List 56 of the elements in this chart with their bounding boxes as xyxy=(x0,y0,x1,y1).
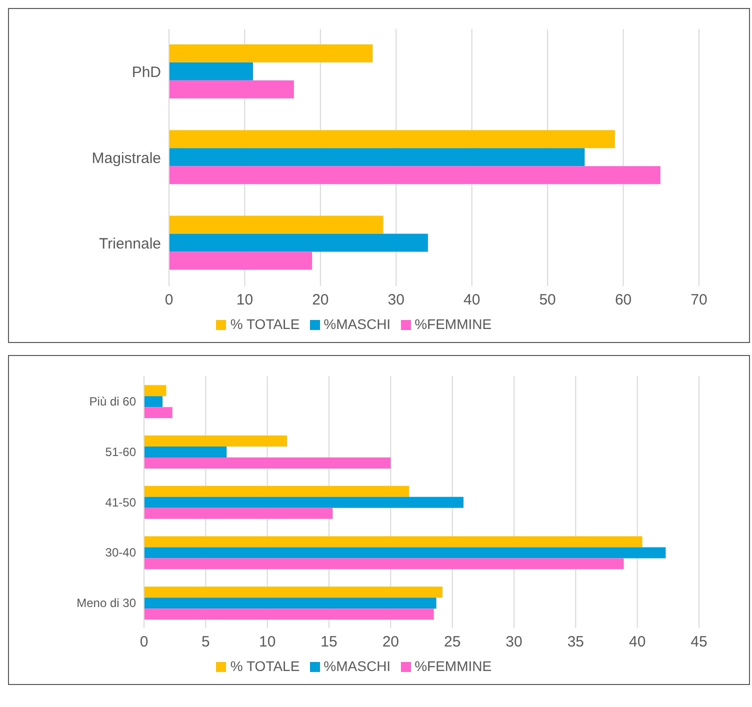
bar xyxy=(169,166,660,184)
x-tick-label: 70 xyxy=(690,292,708,309)
bar xyxy=(169,148,585,166)
x-tick-label: 60 xyxy=(614,292,632,309)
x-tick-label: 5 xyxy=(201,634,210,651)
x-tick-label: 30 xyxy=(506,634,522,651)
legend-label: % TOTALE xyxy=(230,316,300,332)
x-tick-label: 15 xyxy=(320,634,338,651)
bar xyxy=(144,547,666,558)
bar xyxy=(169,44,373,62)
y-tick-label: Triennale xyxy=(99,235,161,252)
legend-label: %MASCHI xyxy=(324,316,391,332)
x-tick-label: 40 xyxy=(628,634,646,651)
bar xyxy=(144,457,391,468)
x-tick-label: 50 xyxy=(539,292,556,309)
x-tick-label: 0 xyxy=(164,292,174,309)
legend-label: % TOTALE xyxy=(230,658,300,674)
bar xyxy=(144,446,227,458)
bar xyxy=(144,586,442,598)
y-tick-label: Magistrale xyxy=(92,150,161,167)
y-tick-label: 41-50 xyxy=(105,495,136,510)
x-tick-label: 35 xyxy=(567,634,584,651)
bar xyxy=(169,252,312,270)
x-tick-label: 30 xyxy=(388,292,404,309)
bar xyxy=(169,130,615,148)
legend-label: %FEMMINE xyxy=(414,658,492,674)
x-tick-label: 0 xyxy=(140,634,148,651)
y-tick-label: 30-40 xyxy=(105,546,136,560)
bar xyxy=(169,234,428,252)
y-tick-label: Più di 60 xyxy=(89,394,136,408)
legend-label: %FEMMINE xyxy=(414,316,492,332)
y-tick-label: 51-60 xyxy=(105,444,136,459)
legend-label: %MASCHI xyxy=(324,658,391,674)
bar xyxy=(144,608,434,620)
x-tick-label: 20 xyxy=(382,634,400,651)
bar xyxy=(144,598,436,609)
x-tick-label: 20 xyxy=(312,292,329,309)
bar xyxy=(144,486,410,497)
x-tick-label: 45 xyxy=(690,634,708,651)
y-tick-label: Meno di 30 xyxy=(76,596,136,610)
bar xyxy=(144,396,162,408)
x-tick-label: 40 xyxy=(464,292,480,309)
bar xyxy=(169,80,294,98)
x-tick-label: 10 xyxy=(258,634,276,651)
x-tick-label: 10 xyxy=(236,292,254,309)
bar xyxy=(144,496,464,508)
bar xyxy=(169,62,254,80)
x-tick-label: 25 xyxy=(444,634,461,651)
bar xyxy=(144,385,166,396)
y-tick-label: PhD xyxy=(132,64,162,82)
bar xyxy=(144,407,172,418)
bar xyxy=(144,435,288,446)
bar xyxy=(144,558,624,570)
bar xyxy=(144,508,333,519)
bar xyxy=(169,216,384,234)
bar xyxy=(144,536,642,548)
